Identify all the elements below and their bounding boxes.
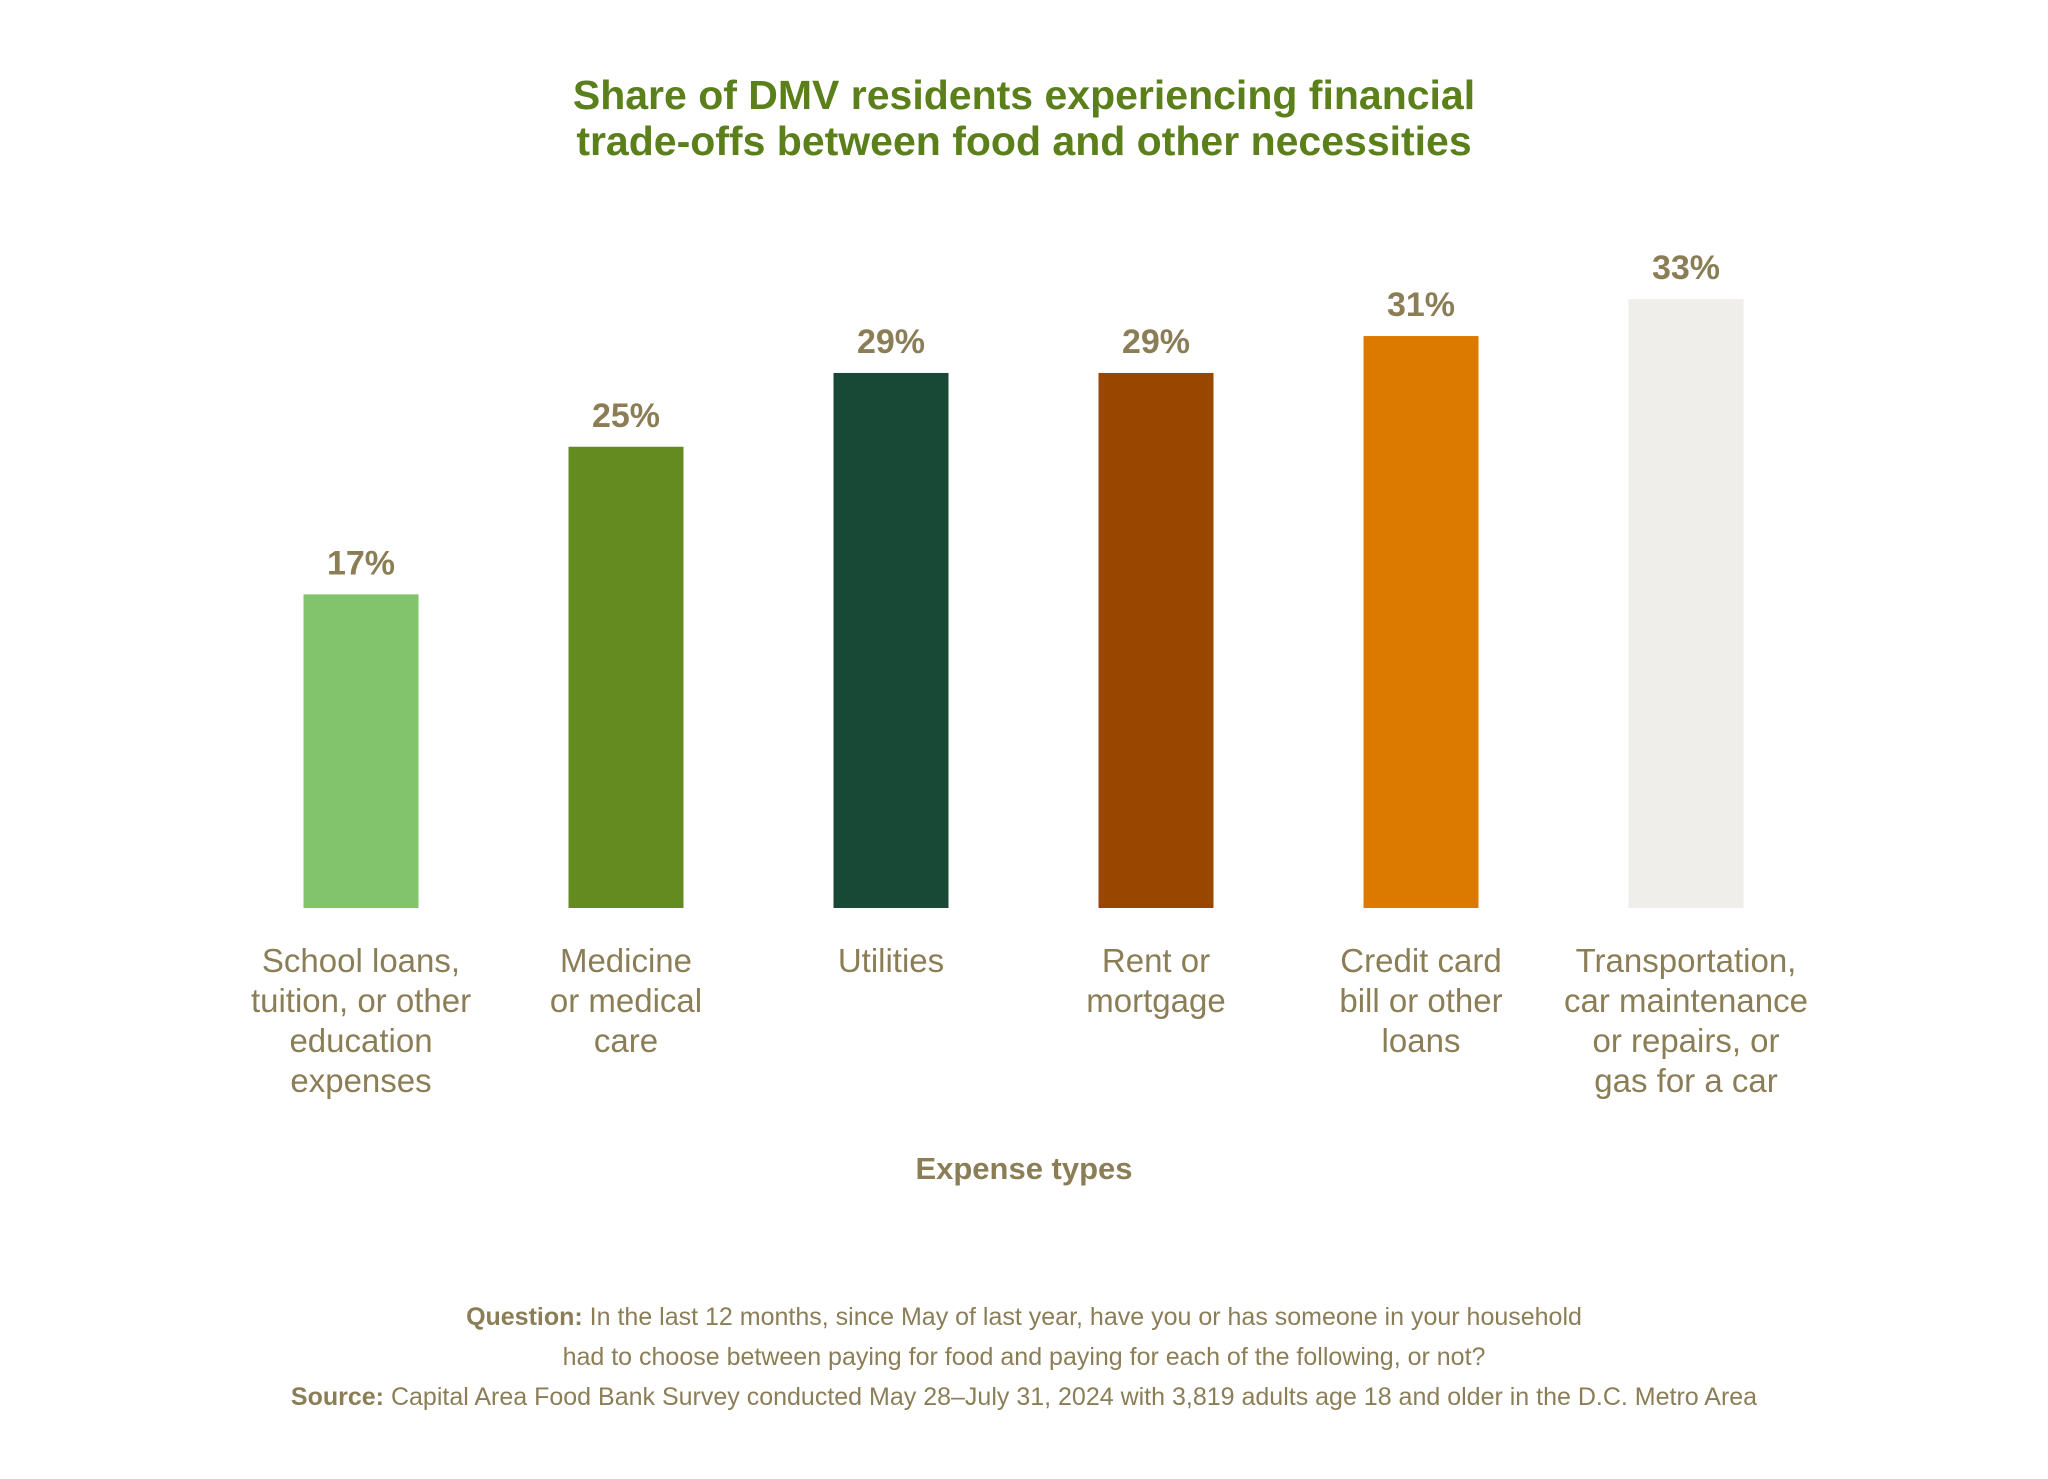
bar-2 [833, 372, 949, 908]
category-label-5-line-1: car maintenance [1564, 982, 1808, 1019]
category-label-2: Utilities [838, 942, 944, 979]
category-label-4: Credit card bill or other loans [1339, 942, 1502, 1059]
category-label-0-line-3: expenses [290, 1062, 431, 1099]
category-label-4-line-1: bill or other [1339, 982, 1502, 1019]
bar-1 [568, 446, 684, 908]
chart-title: Share of DMV residents experiencing fina… [0, 72, 2048, 164]
category-label-5: Transportation, car maintenance or repairs… [1564, 942, 1808, 1099]
category-label-4-line-2: loans [1382, 1022, 1461, 1059]
category-label-5-line-3: gas for a car [1594, 1062, 1777, 1099]
category-label-4-line-0: Credit card [1340, 942, 1501, 979]
category-label-0-line-2: education [289, 1022, 432, 1059]
source-line: Source: Capital Area Food Bank Survey co… [0, 1377, 2048, 1417]
data-label-4: 31% [1387, 286, 1455, 324]
question-text-1: In the last 12 months, since May of last… [582, 1303, 1582, 1331]
data-label-1: 25% [592, 397, 660, 435]
source-label: Source: [290, 1383, 385, 1411]
category-label-5-line-2: or repairs, or [1592, 1022, 1779, 1059]
data-label-3: 29% [1122, 323, 1190, 361]
question-line-2: had to choose between paying for food an… [562, 1343, 1486, 1371]
category-label-1-line-0: Medicine [560, 942, 692, 979]
category-label-2-line-0: Utilities [838, 942, 944, 979]
x-axis-title: Expense types [915, 1151, 1132, 1186]
question-label: Question: [466, 1303, 583, 1331]
category-label-0-line-0: School loans, [262, 942, 460, 979]
data-label-2: 29% [857, 323, 925, 361]
bar-5 [1628, 299, 1744, 908]
category-label-3-line-1: mortgage [1086, 982, 1225, 1019]
data-label-0: 17% [327, 544, 395, 582]
category-label-1-line-2: care [594, 1022, 658, 1059]
bar-3 [1098, 372, 1214, 908]
source-text: Capital Area Food Bank Survey conducted … [384, 1383, 1758, 1411]
bar-0 [303, 594, 419, 908]
category-label-3-line-0: Rent or [1102, 942, 1210, 979]
category-label-1: Medicine or medical care [550, 942, 702, 1059]
data-label-5: 33% [1652, 249, 1720, 287]
chart-title-line-1: Share of DMV residents experiencing fina… [572, 72, 1476, 118]
question-line-1: Question: In the last 12 months, since M… [0, 1297, 2048, 1337]
category-label-1-line-1: or medical [550, 982, 702, 1019]
footnote: Question: In the last 12 months, since M… [0, 1297, 2048, 1417]
category-label-3: Rent or mortgage [1086, 942, 1225, 1019]
bar-4 [1363, 336, 1479, 908]
category-label-5-line-0: Transportation, [1576, 942, 1797, 979]
category-label-0-line-1: tuition, or other [251, 982, 471, 1019]
category-label-0: School loans, tuition, or other education e… [251, 942, 471, 1099]
chart-title-line-2: trade-offs between food and other necess… [576, 118, 1472, 164]
